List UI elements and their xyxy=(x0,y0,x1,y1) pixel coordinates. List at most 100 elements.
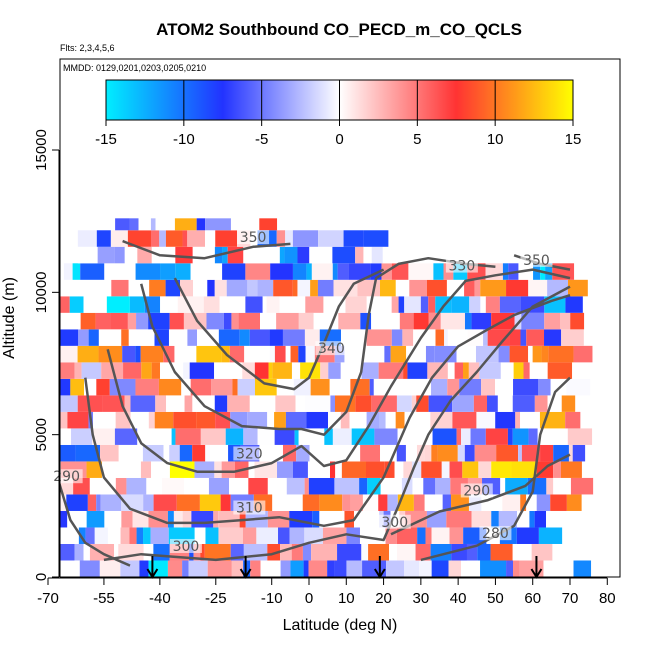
heatmap-cell xyxy=(121,329,129,346)
heatmap-cell xyxy=(428,296,436,313)
heatmap-cell xyxy=(490,543,513,561)
heatmap-cell xyxy=(146,477,163,495)
heatmap-cell xyxy=(406,345,426,363)
heatmap-cell xyxy=(526,329,545,346)
heatmap-cell xyxy=(88,329,99,346)
heatmap-cell xyxy=(148,560,168,577)
heatmap-cell xyxy=(93,411,116,429)
heatmap-cell xyxy=(521,444,541,462)
heatmap-cell xyxy=(529,510,535,528)
heatmap-cell xyxy=(279,296,306,313)
contour-label-bg xyxy=(315,341,348,356)
heatmap-cell xyxy=(109,378,136,396)
heatmap-cell xyxy=(110,230,128,247)
heatmap-cell xyxy=(547,395,562,412)
heatmap-cell xyxy=(60,296,70,313)
heatmap-cell xyxy=(432,428,457,445)
heatmap-cell xyxy=(153,494,177,511)
heatmap-cell xyxy=(507,428,513,445)
heatmap-cell xyxy=(452,395,474,412)
heatmap-cell xyxy=(160,263,176,280)
heatmap-cell xyxy=(413,494,425,511)
heatmap-cell xyxy=(60,428,72,445)
heatmap-cell xyxy=(329,461,336,478)
x-tick-label: -25 xyxy=(205,590,227,607)
heatmap-cell xyxy=(467,560,481,577)
heatmap-cell xyxy=(83,246,98,264)
heatmap-cell xyxy=(481,378,496,396)
heatmap-cell xyxy=(520,411,540,429)
heatmap-cell xyxy=(552,510,576,528)
heatmap-cell xyxy=(60,510,68,528)
heatmap-cell xyxy=(191,510,214,528)
x-tick-label: 60 xyxy=(524,590,541,607)
heatmap-cell xyxy=(181,378,191,396)
heatmap-cell xyxy=(357,279,381,297)
heatmap-cell xyxy=(332,428,352,445)
heatmap-cell xyxy=(275,395,296,412)
heatmap-cell xyxy=(396,395,412,412)
heatmap-cell xyxy=(404,560,420,577)
heatmap-cell xyxy=(215,230,238,247)
heatmap-cell xyxy=(456,428,462,445)
heatmap-cell xyxy=(546,477,554,495)
heatmap-cell xyxy=(86,461,102,478)
heatmap-cell xyxy=(260,560,281,577)
heatmap-cell xyxy=(449,461,463,478)
heatmap-cell xyxy=(499,296,521,313)
heatmap-cell xyxy=(354,510,380,528)
heatmap-cell xyxy=(383,312,400,330)
heatmap-cell xyxy=(274,411,286,429)
contour-label: 320 xyxy=(236,446,263,462)
heatmap-cell xyxy=(267,477,287,495)
heatmap-cell xyxy=(148,411,155,429)
heatmap-cell xyxy=(566,494,582,511)
heatmap-cell xyxy=(114,428,138,445)
heatmap-cell xyxy=(457,444,465,462)
x-axis-title: Latitude (deg N) xyxy=(283,617,398,634)
heatmap-cell xyxy=(448,560,461,577)
contour-label: 300 xyxy=(381,515,408,531)
x-tick-label: 80 xyxy=(599,590,616,607)
heatmap-cell xyxy=(158,378,182,396)
heatmap-cell xyxy=(431,444,438,462)
heatmap-cell xyxy=(114,543,119,561)
heatmap-cell xyxy=(280,543,292,561)
heatmap-cell xyxy=(238,312,261,330)
heatmap-cell xyxy=(396,527,418,544)
heatmap-cell xyxy=(244,345,270,363)
heatmap-cell xyxy=(210,263,223,280)
heatmap-cell xyxy=(390,345,407,363)
heatmap-cell xyxy=(329,378,351,396)
heatmap-cell xyxy=(302,494,320,511)
heatmap-cell xyxy=(344,510,355,528)
heatmap-cell xyxy=(205,230,216,247)
heatmap-cell xyxy=(222,246,228,264)
heatmap-cell xyxy=(69,296,84,313)
heatmap-cell xyxy=(276,312,299,330)
heatmap-cell xyxy=(538,527,563,544)
heatmap-cell xyxy=(60,494,67,511)
heatmap-cell xyxy=(541,345,549,363)
heatmap-cell xyxy=(207,279,215,297)
heatmap-cell xyxy=(60,560,80,577)
heatmap-cell xyxy=(78,329,89,346)
contour-label-bg xyxy=(445,258,478,273)
heatmap-cell xyxy=(481,494,488,511)
heatmap-cell xyxy=(434,345,457,363)
heatmap-cell xyxy=(136,312,149,330)
heatmap-cell xyxy=(267,411,275,429)
heatmap-cell xyxy=(71,428,92,445)
heatmap-cell xyxy=(205,218,231,231)
contour-line-280 xyxy=(420,376,571,562)
heatmap-cell xyxy=(449,527,464,544)
heatmap-cell xyxy=(560,461,582,478)
heatmap-cell xyxy=(306,263,312,280)
heatmap-cell xyxy=(426,279,447,297)
heatmap-cell xyxy=(412,477,424,495)
heatmap-cell xyxy=(464,444,475,462)
contour-label-bg xyxy=(479,526,512,541)
heatmap-cell xyxy=(285,230,293,247)
heatmap-cell xyxy=(256,527,279,544)
heatmap-cell xyxy=(83,543,90,561)
